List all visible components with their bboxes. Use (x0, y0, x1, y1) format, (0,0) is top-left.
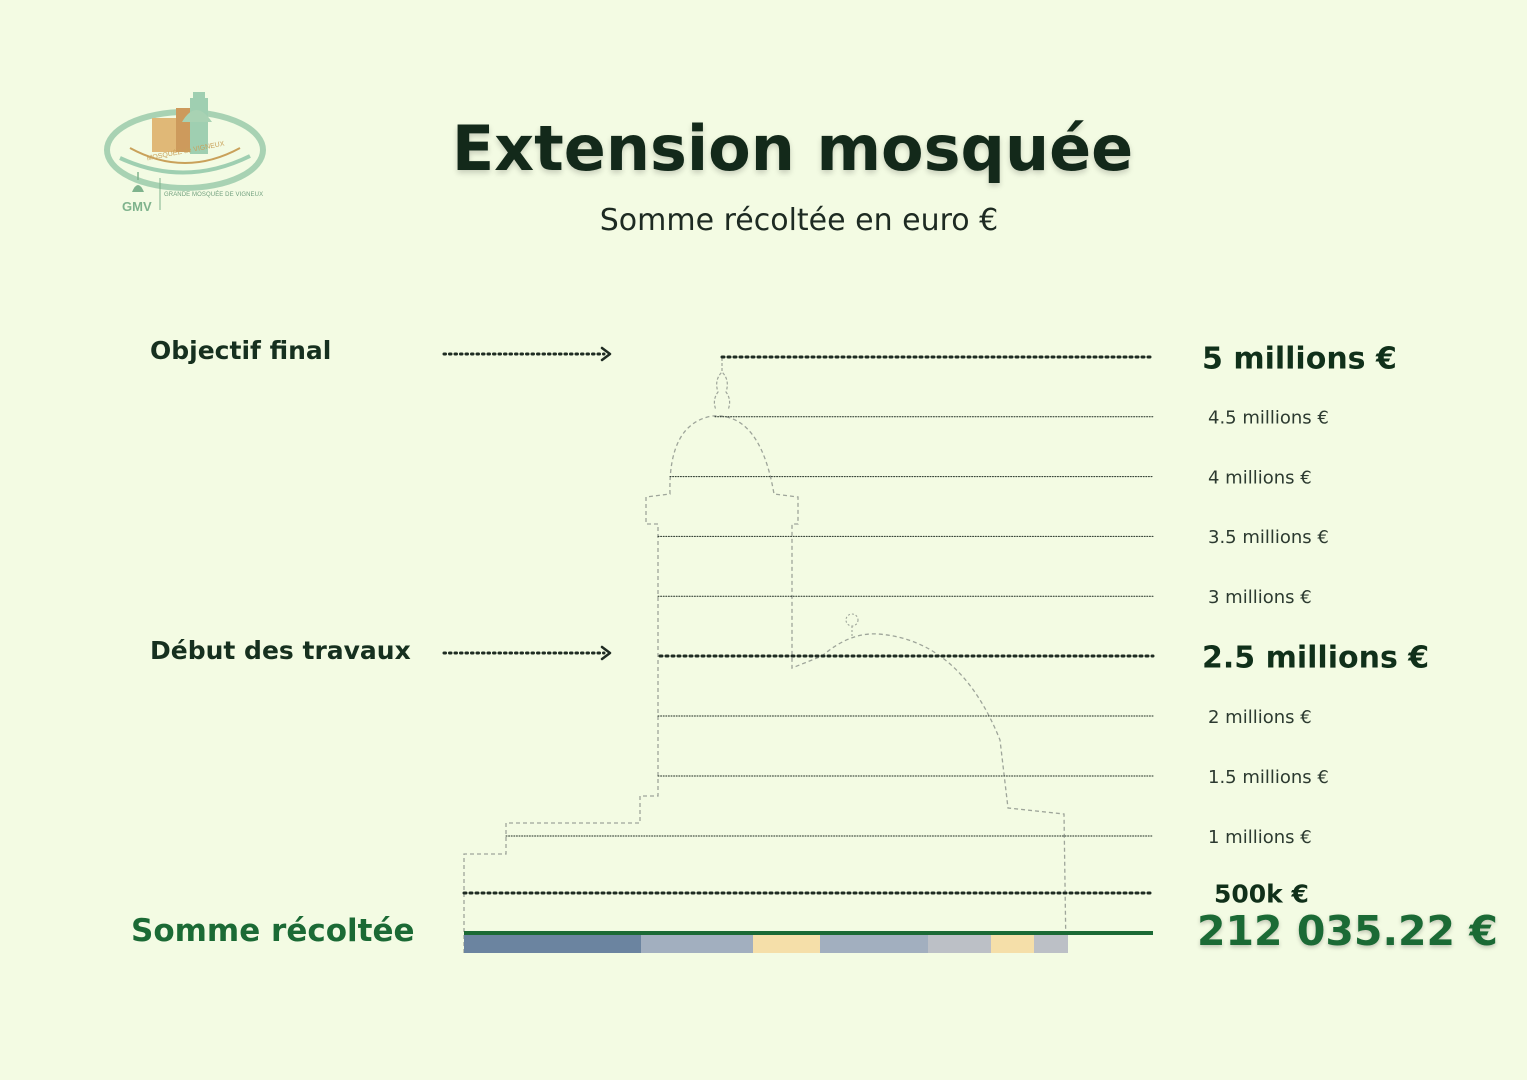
tick-label: 5 millions € (1202, 341, 1397, 376)
tick-labels: 5 millions € 4.5 millions € 4 millions € 3.… (1202, 341, 1429, 908)
tick-label: 3 millions € (1208, 587, 1312, 608)
tick-label: 1 millions € (1208, 827, 1312, 848)
progress-segment (641, 934, 753, 953)
tick-label: 4.5 millions € (1208, 408, 1329, 429)
page-title: Extension mosquée (451, 112, 1134, 185)
page-subtitle: Somme récoltée en euro € (599, 203, 999, 238)
progress-segment (464, 934, 641, 953)
tick-label: 500k € (1214, 880, 1309, 909)
collected-value: 212 035.22 € (1197, 907, 1498, 955)
progress-segment (928, 934, 991, 953)
works-start-label: Début des travaux (150, 636, 411, 665)
tick-label: 3.5 millions € (1208, 527, 1329, 548)
tick-label: 2 millions € (1208, 707, 1312, 728)
tick-label: 1.5 millions € (1208, 767, 1329, 788)
tick-label: 4 millions € (1208, 467, 1312, 488)
final-goal-label: Objectif final (150, 336, 332, 365)
arrow-head (600, 346, 612, 362)
crescent-ornament (845, 613, 859, 627)
progress-segment (1034, 934, 1068, 953)
logo-short-name: GMV (122, 199, 152, 214)
progress-segment (991, 934, 1034, 953)
gridlines (462, 355, 1155, 895)
arrow-head (600, 645, 612, 661)
logo-full-name: GRANDE MOSQUÉE DE VIGNEUX (164, 192, 264, 198)
mosque-silhouette-outline (463, 358, 1067, 954)
tick-label: 2.5 millions € (1202, 640, 1429, 675)
milestone-arrows (442, 346, 612, 661)
silhouette-path (463, 415, 1067, 954)
progress-segment (820, 934, 928, 953)
collected-label: Somme récoltée (131, 913, 415, 949)
minaret-spire (713, 358, 731, 411)
progress-segment (753, 934, 820, 953)
collected-progress-bar (464, 931, 1153, 953)
mosque-logo (104, 92, 266, 210)
